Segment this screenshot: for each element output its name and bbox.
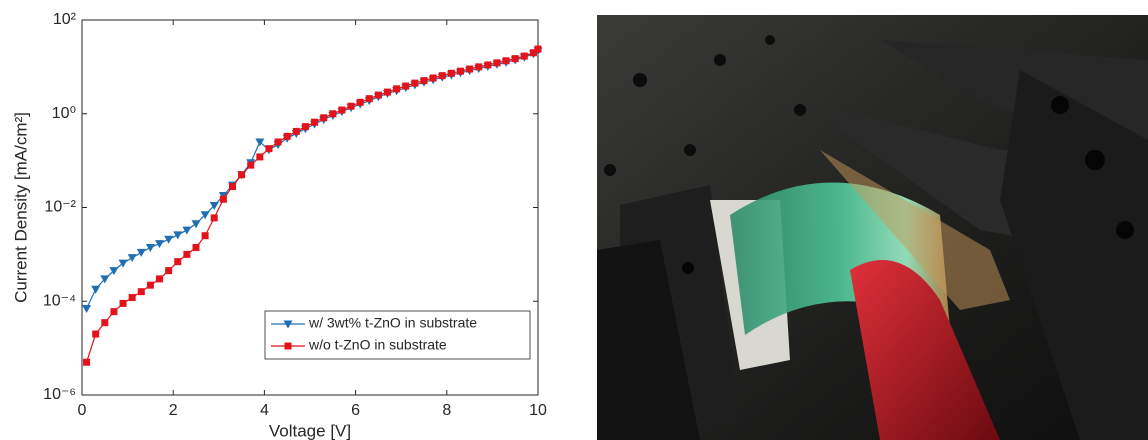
legend: w/ 3wt% t-ZnO in substrate w/o t-ZnO in s… <box>264 310 531 360</box>
marker <box>292 127 300 135</box>
marker <box>438 72 446 80</box>
marker <box>365 95 373 103</box>
marker <box>338 106 346 114</box>
marker <box>200 211 210 220</box>
marker <box>127 254 137 263</box>
marker <box>374 91 382 99</box>
marker <box>356 98 364 106</box>
marker <box>137 288 145 296</box>
y-tick-label: 10⁻⁶ <box>43 386 76 403</box>
marker <box>255 138 265 147</box>
marker <box>534 45 542 53</box>
marker <box>284 342 292 350</box>
marker <box>283 132 291 140</box>
marker <box>118 259 128 268</box>
marker <box>283 320 293 329</box>
marker <box>493 59 501 67</box>
marker <box>247 161 255 169</box>
y-axis-label: Current Density [mA/cm²] <box>11 112 30 303</box>
x-axis-label: Voltage [V] <box>269 421 351 440</box>
marker <box>92 330 100 338</box>
marker <box>311 118 319 126</box>
marker <box>329 110 337 118</box>
legend-label: w/o t-ZnO in substrate <box>308 337 447 353</box>
marker <box>402 82 410 90</box>
x-tick-label: 6 <box>351 402 360 419</box>
marker <box>520 52 528 60</box>
marker <box>164 235 174 244</box>
legend-label: w/ 3wt% t-ZnO in substrate <box>308 315 477 331</box>
x-tick-label: 0 <box>78 402 87 419</box>
marker <box>475 63 483 71</box>
marker <box>173 231 183 240</box>
marker <box>484 61 492 69</box>
marker <box>447 69 455 77</box>
marker <box>174 258 182 266</box>
marker <box>238 171 246 179</box>
y-tick-label: 10² <box>53 11 77 28</box>
marker <box>320 114 328 122</box>
marker <box>128 294 136 302</box>
marker <box>274 138 282 146</box>
marker <box>411 79 419 87</box>
marker <box>228 183 236 191</box>
marker <box>384 88 392 96</box>
x-tick-label: 10 <box>529 402 547 419</box>
marker <box>100 275 110 284</box>
marker <box>219 195 227 203</box>
marker <box>101 319 109 327</box>
marker <box>191 220 201 229</box>
marker <box>456 67 464 75</box>
marker <box>429 74 437 82</box>
marker <box>420 77 428 85</box>
y-tick-label: 10⁻⁴ <box>43 292 76 309</box>
marker <box>192 244 200 252</box>
marker <box>110 308 118 316</box>
marker <box>165 267 173 275</box>
marker <box>347 102 355 110</box>
marker <box>91 285 101 294</box>
photo <box>597 15 1148 440</box>
marker <box>136 248 146 257</box>
marker <box>256 153 264 161</box>
marker <box>301 123 309 131</box>
marker <box>145 244 155 253</box>
marker <box>156 275 164 283</box>
marker <box>210 214 218 222</box>
marker <box>393 85 401 93</box>
marker <box>529 49 537 57</box>
marker <box>82 305 92 314</box>
x-tick-label: 2 <box>169 402 178 419</box>
legend-box <box>264 310 531 360</box>
marker <box>83 358 91 366</box>
marker <box>511 55 519 63</box>
y-tick-label: 10⁰ <box>52 105 76 122</box>
marker <box>502 57 510 65</box>
marker <box>209 202 219 211</box>
marker <box>146 281 154 289</box>
marker <box>466 65 474 73</box>
marker <box>182 226 192 235</box>
marker <box>265 145 273 153</box>
marker <box>155 240 165 249</box>
x-tick-label: 4 <box>260 402 269 419</box>
series <box>83 45 542 366</box>
marker <box>183 250 191 258</box>
marker <box>201 232 209 240</box>
x-tick-label: 8 <box>442 402 451 419</box>
marker <box>109 267 119 276</box>
marker <box>119 299 127 307</box>
y-tick-label: 10⁻² <box>44 199 76 216</box>
